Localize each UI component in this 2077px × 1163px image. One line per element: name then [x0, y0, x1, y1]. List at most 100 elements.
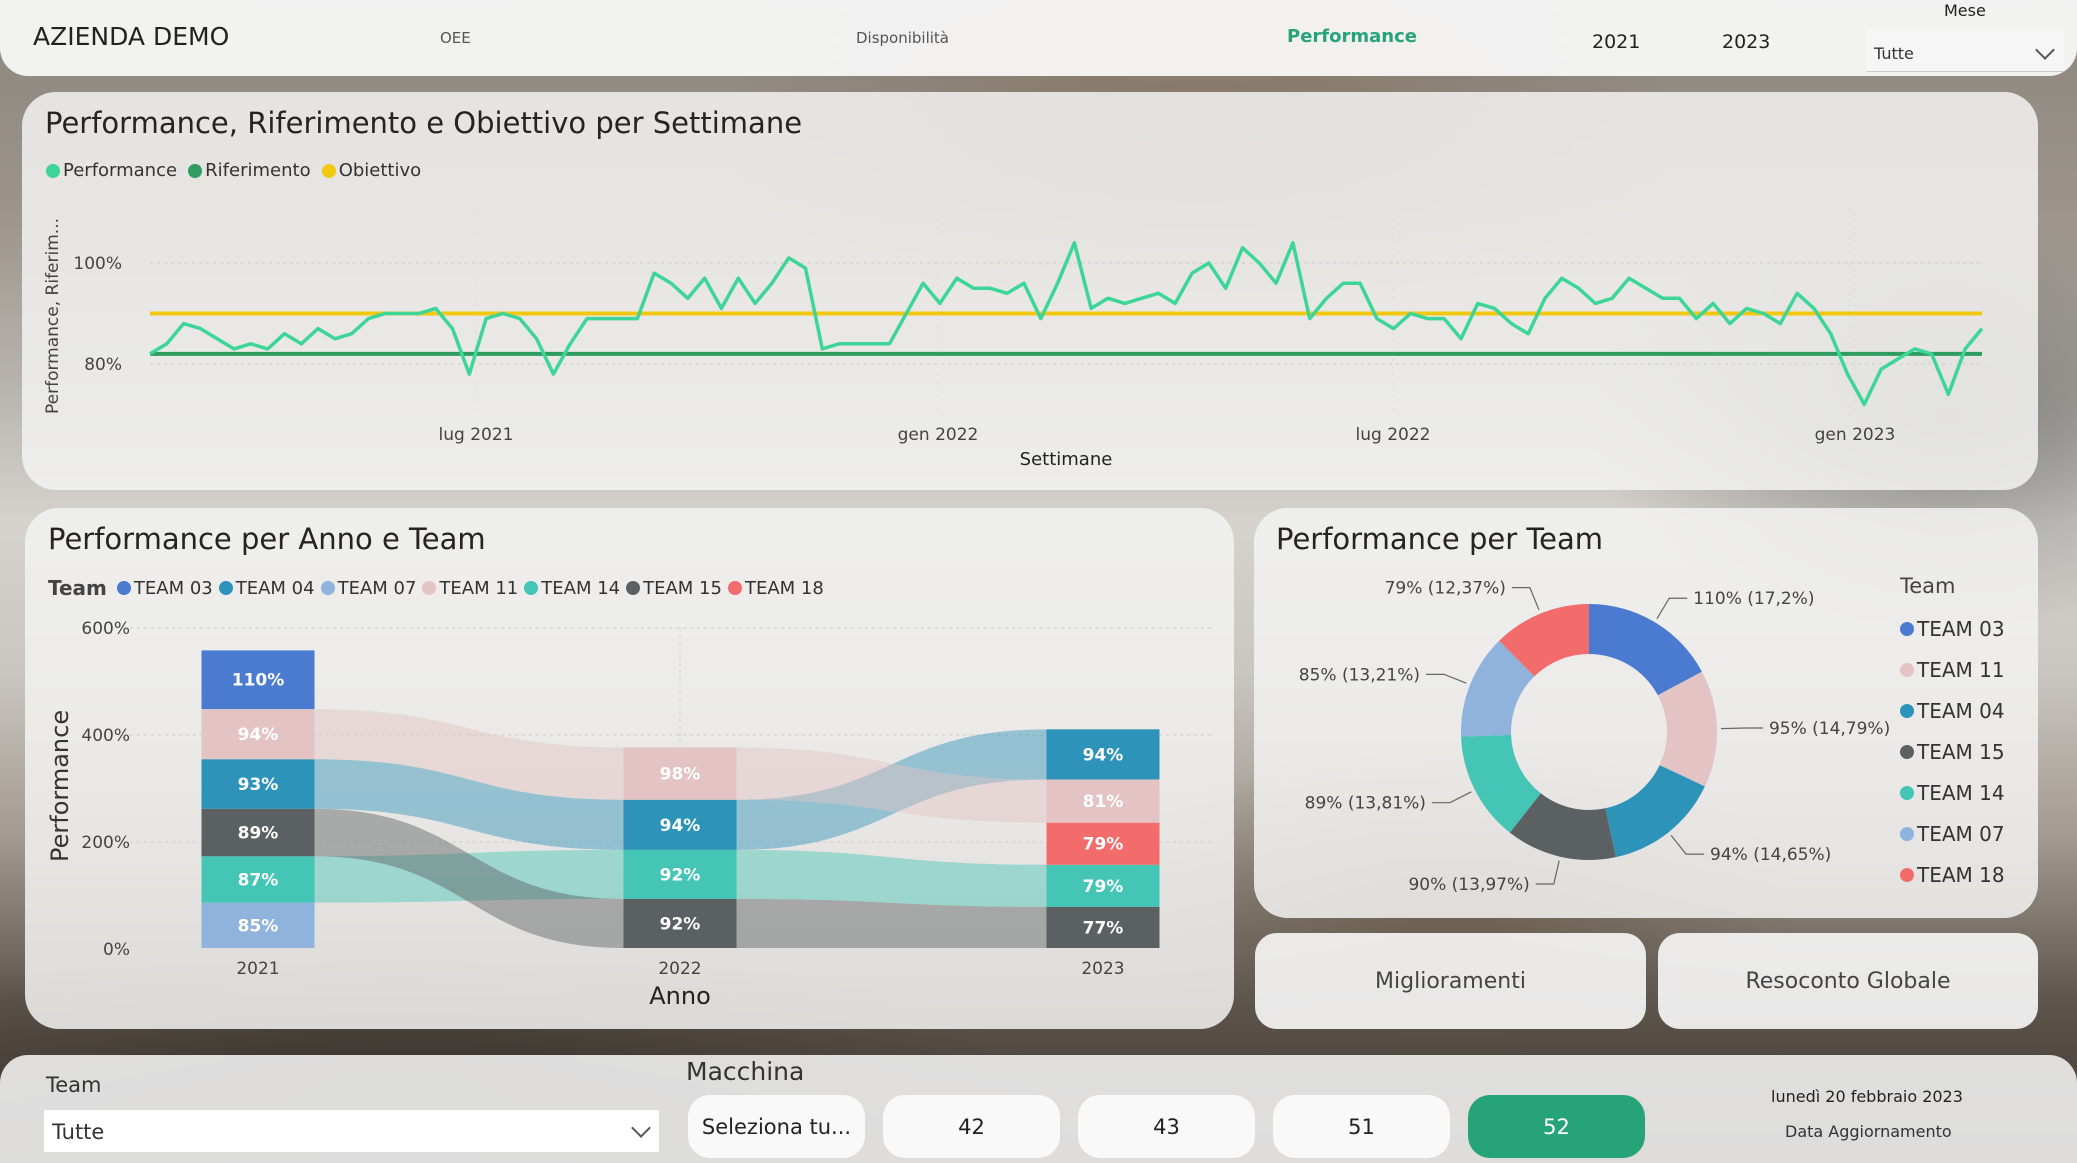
- bar-segment-team18-2023[interactable]: [1046, 822, 1160, 865]
- bar-segment-team15-2022[interactable]: [623, 898, 737, 948]
- bar-segment-team11-2023[interactable]: [1046, 779, 1160, 823]
- legend-item-obiettivo[interactable]: Obiettivo: [321, 160, 421, 181]
- tab-oee[interactable]: OEE: [440, 29, 471, 47]
- legend-dot-icon: [218, 581, 233, 595]
- line-chart-xlabel: Settimane: [1020, 449, 1113, 470]
- tab-disponibilita[interactable]: Disponibilità: [856, 29, 950, 47]
- legend-dot-icon: [188, 163, 203, 178]
- machine-51-button[interactable]: 51: [1273, 1095, 1450, 1158]
- bar-segment-team15-2023[interactable]: [1046, 906, 1160, 948]
- legend-dot-icon: [1900, 826, 1914, 841]
- legend-dot-icon: [422, 581, 437, 595]
- legend-item-team15[interactable]: TEAM 15: [1900, 731, 2005, 772]
- resoconto-globale-button[interactable]: Resoconto Globale: [1658, 933, 2038, 1029]
- legend-dot-icon: [1900, 785, 1914, 800]
- bar-segment-team04-2022[interactable]: [623, 799, 737, 850]
- donut-data-label: 79% (12,37%): [1385, 579, 1506, 599]
- legend-label: TEAM 18: [1917, 862, 2005, 887]
- line-chart-ylabel: Performance, Riferim...: [43, 218, 63, 414]
- legend-item-team07[interactable]: TEAM 07: [1900, 813, 2005, 854]
- top-bar: AZIENDA DEMO OEE Disponibilità Performan…: [0, 0, 2077, 76]
- donut-data-label: 89% (13,81%): [1305, 794, 1426, 814]
- machine-52-button[interactable]: 52: [1468, 1095, 1645, 1158]
- bar-segment-team11-2022[interactable]: [623, 747, 737, 800]
- line-chart-legend: Performance Riferimento Obiettivo: [46, 160, 427, 182]
- legend-label: TEAM 07: [1917, 821, 2005, 846]
- legend-item-team04[interactable]: TEAM 04: [218, 578, 315, 599]
- team-dropdown[interactable]: Tutte: [43, 1109, 660, 1153]
- legend-dot-icon: [1900, 703, 1914, 718]
- miglioramenti-button[interactable]: Miglioramenti: [1255, 933, 1646, 1029]
- donut-leader-line: [1535, 860, 1560, 885]
- legend-item-team04[interactable]: TEAM 04: [1900, 690, 2005, 731]
- chevron-down-icon: [631, 1118, 651, 1138]
- donut-slice-team18[interactable]: [1499, 604, 1589, 677]
- ribbon-team04: [314, 759, 624, 850]
- bar-data-label: 98%: [660, 765, 701, 785]
- machine-select-all[interactable]: Seleziona tu...: [688, 1095, 865, 1158]
- legend-dot-icon: [626, 581, 641, 595]
- donut-leader-line: [1511, 587, 1540, 611]
- legend-label: TEAM 03: [133, 577, 213, 599]
- bar-data-label: 94%: [1083, 745, 1124, 765]
- series-performance: [149, 241, 1984, 407]
- y-tick: 600%: [81, 619, 130, 639]
- legend-item-team03[interactable]: TEAM 03: [1900, 608, 2005, 649]
- donut-leader-line: [1656, 597, 1688, 620]
- bar-segment-team14-2022[interactable]: [623, 849, 737, 899]
- machine-42-button[interactable]: 42: [883, 1095, 1060, 1158]
- year-2021-button[interactable]: 2021: [1592, 31, 1641, 53]
- donut-slice-team14[interactable]: [1461, 734, 1541, 833]
- legend-label: TEAM 03: [1917, 616, 2005, 641]
- line-chart-title: Performance, Riferimento e Obiettivo per…: [45, 106, 803, 140]
- chevron-down-icon: [2035, 40, 2055, 60]
- bar-segment-team14-2021[interactable]: [201, 856, 315, 903]
- donut-slice-team15[interactable]: [1509, 793, 1616, 860]
- legend-item-team18[interactable]: TEAM 18: [727, 578, 824, 599]
- bar-data-label: 85%: [238, 916, 279, 936]
- legend-item-team07[interactable]: TEAM 07: [320, 578, 416, 599]
- legend-item-team03[interactable]: TEAM 03: [116, 577, 213, 599]
- bar-data-label: 79%: [1083, 835, 1124, 855]
- donut-slice-team04[interactable]: [1605, 765, 1705, 858]
- year-2023-button[interactable]: 2023: [1722, 31, 1771, 53]
- donut-slice-team07[interactable]: [1461, 640, 1535, 737]
- legend-item-team18[interactable]: TEAM 18: [1900, 854, 2005, 895]
- bar-segment-team15-2021[interactable]: [201, 808, 315, 857]
- legend-item-team11[interactable]: TEAM 11: [422, 578, 518, 599]
- bar-segment-team14-2023[interactable]: [1046, 864, 1160, 907]
- line-chart-panel: Performance, Riferimento e Obiettivo per…: [22, 92, 2038, 490]
- legend-label: TEAM 04: [1917, 698, 2005, 723]
- legend-dot-icon: [1900, 662, 1914, 677]
- month-dropdown[interactable]: Tutte: [1866, 30, 2064, 72]
- bar-segment-team04-2021[interactable]: [201, 759, 315, 809]
- tab-performance[interactable]: Performance: [1287, 26, 1417, 47]
- donut-data-label: 94% (14,65%): [1710, 845, 1831, 865]
- y-tick-80: 80%: [84, 355, 122, 375]
- donut-slices-group: 110% (17,2%) 95% (14,79%) 94% (14,65%) 90% …: [1299, 579, 1890, 895]
- legend-dot-icon: [1900, 867, 1914, 882]
- legend-item-performance[interactable]: Performance: [46, 160, 177, 181]
- legend-item-team14[interactable]: TEAM 14: [524, 578, 620, 599]
- legend-item-team15[interactable]: TEAM 15: [626, 578, 722, 599]
- y-tick: 0%: [103, 940, 130, 960]
- donut-leader-line: [1431, 791, 1472, 804]
- donut-leader-line: [1426, 673, 1467, 684]
- legend-title: Team: [48, 576, 107, 600]
- legend-label: TEAM 11: [1917, 657, 2005, 682]
- bar-segment-team11-2021[interactable]: [201, 709, 315, 760]
- month-dropdown-value: Tutte: [1874, 44, 1914, 63]
- bar-data-label: 93%: [238, 775, 279, 795]
- x-tick-2023: 2023: [1081, 959, 1124, 979]
- machine-43-button[interactable]: 43: [1078, 1095, 1255, 1158]
- legend-item-riferimento[interactable]: Riferimento: [188, 160, 311, 181]
- bar-data-label: 92%: [660, 865, 701, 885]
- legend-item-team14[interactable]: TEAM 14: [1900, 772, 2005, 813]
- donut-slice-team03[interactable]: [1589, 604, 1702, 696]
- bar-segment-team07-2021[interactable]: [201, 902, 315, 948]
- donut-slice-team11[interactable]: [1657, 671, 1717, 787]
- legend-item-team11[interactable]: TEAM 11: [1900, 649, 2005, 690]
- bar-segment-team03-2021[interactable]: [201, 650, 315, 710]
- bar-segment-team04-2023[interactable]: [1046, 729, 1160, 780]
- bar-data-label: 77%: [1083, 918, 1124, 938]
